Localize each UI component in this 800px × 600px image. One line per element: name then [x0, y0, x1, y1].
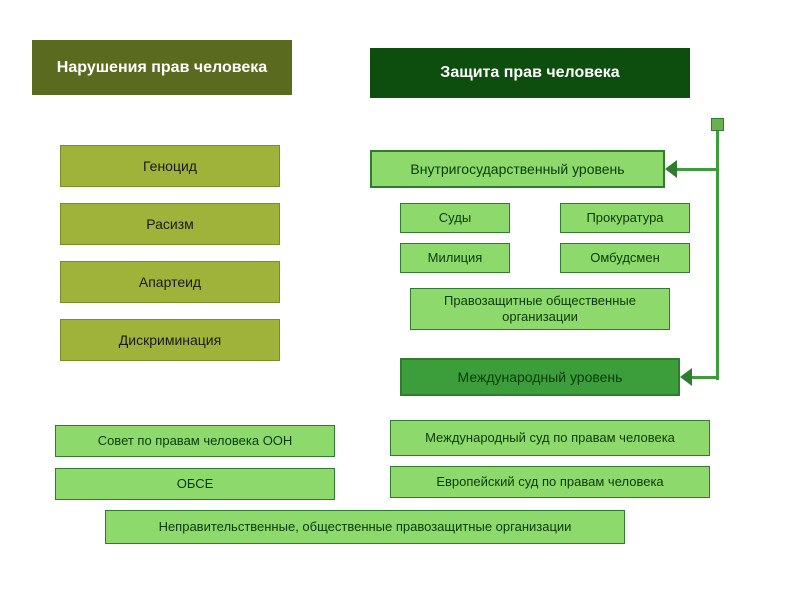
arrow-to-intl-icon	[680, 368, 692, 386]
connector-vertical-line	[716, 123, 719, 380]
item-militia: Милиция	[400, 243, 510, 273]
item-ngo-intl-label: Неправительственные, общественные правоз…	[159, 519, 572, 535]
item-apartheid-label: Апартеид	[139, 274, 201, 291]
header-violations: Нарушения прав человека	[32, 40, 292, 95]
connector-start-marker	[711, 118, 724, 131]
item-discrimination-label: Дискриминация	[119, 332, 221, 349]
connector-hline-intl	[692, 376, 716, 379]
item-courts-label: Суды	[439, 210, 471, 226]
item-genocide: Геноцид	[60, 145, 280, 187]
item-discrimination: Дискриминация	[60, 319, 280, 361]
item-genocide-label: Геноцид	[143, 158, 197, 175]
arrow-to-domestic-icon	[665, 160, 677, 178]
item-eu-court: Европейский суд по правам человека	[390, 466, 710, 498]
item-un-council-label: Совет по правам человека ООН	[98, 433, 293, 449]
header-protection-label: Защита прав человека	[440, 63, 619, 82]
item-intl-court-label: Международный суд по правам человека	[425, 430, 675, 446]
item-ombudsman-label: Омбудсмен	[590, 250, 660, 266]
item-eu-court-label: Европейский суд по правам человека	[436, 474, 663, 490]
item-osce: ОБСЕ	[55, 468, 335, 500]
item-osce-label: ОБСЕ	[177, 476, 214, 492]
item-prosecutor: Прокуратура	[560, 203, 690, 233]
item-racism: Расизм	[60, 203, 280, 245]
header-protection: Защита прав человека	[370, 48, 690, 98]
item-apartheid: Апартеид	[60, 261, 280, 303]
header-violations-label: Нарушения прав человека	[57, 58, 267, 77]
connector-hline-domestic	[677, 168, 716, 171]
level-international: Международный уровень	[400, 358, 680, 396]
level-international-label: Международный уровень	[458, 369, 623, 386]
item-militia-label: Милиция	[428, 250, 483, 266]
item-racism-label: Расизм	[146, 216, 194, 233]
item-ombudsman: Омбудсмен	[560, 243, 690, 273]
item-intl-court: Международный суд по правам человека	[390, 420, 710, 456]
item-ngo-defense-label: Правозащитные общественные организации	[417, 293, 663, 324]
item-ngo-defense: Правозащитные общественные организации	[410, 288, 670, 330]
level-domestic-label: Внутригосударственный уровень	[410, 161, 624, 178]
item-prosecutor-label: Прокуратура	[586, 210, 663, 226]
item-un-council: Совет по правам человека ООН	[55, 425, 335, 457]
item-ngo-intl: Неправительственные, общественные правоз…	[105, 510, 625, 544]
item-courts: Суды	[400, 203, 510, 233]
level-domestic: Внутригосударственный уровень	[370, 150, 665, 188]
